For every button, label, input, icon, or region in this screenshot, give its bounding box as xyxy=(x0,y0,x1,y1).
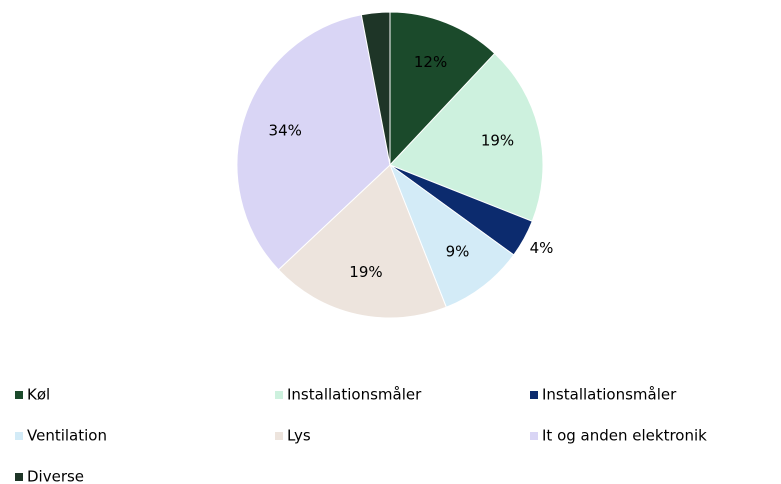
pie-slice xyxy=(236,14,391,271)
legend-swatch xyxy=(530,391,538,399)
legend-swatch xyxy=(530,432,538,440)
legend-swatch xyxy=(275,391,283,399)
legend-label: Diverse xyxy=(27,468,84,484)
slice-label: 4% xyxy=(530,239,554,257)
legend-swatch xyxy=(275,432,283,440)
slice-label: 19% xyxy=(349,263,382,281)
legend-swatch xyxy=(15,432,23,440)
legend-swatch xyxy=(15,473,23,481)
legend-label: Køl xyxy=(27,386,50,404)
legend-label: It og anden elektronik xyxy=(542,427,707,445)
legend-label: Installationsmåler xyxy=(542,386,677,404)
pie-slice xyxy=(389,52,544,222)
slice-label: 34% xyxy=(269,121,302,139)
pie-slice xyxy=(388,163,515,308)
slice-label: 9% xyxy=(446,243,470,261)
legend-label: Lys xyxy=(287,427,311,445)
legend-swatch xyxy=(15,391,23,399)
pie-slice xyxy=(360,11,391,166)
legend-label: Ventilation xyxy=(27,427,107,445)
pie-slice xyxy=(277,164,447,319)
legend-label: Installationsmåler xyxy=(287,386,422,404)
slice-label: 19% xyxy=(481,131,514,149)
pie-slice xyxy=(389,11,496,167)
slice-label: 12% xyxy=(414,53,447,71)
